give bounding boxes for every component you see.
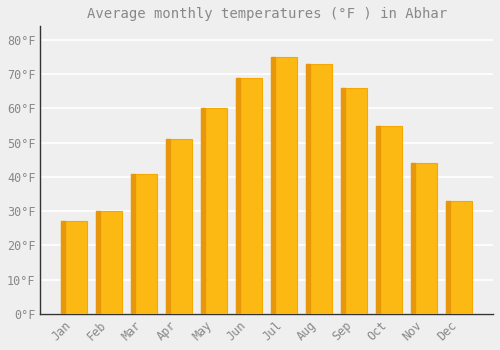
Bar [306,64,332,314]
Bar [446,201,472,314]
Bar [201,108,228,314]
Bar [306,64,310,314]
Bar [411,163,438,314]
Bar [411,163,415,314]
Title: Average monthly temperatures (°F ) in Abhar: Average monthly temperatures (°F ) in Ab… [86,7,446,21]
Bar [201,108,205,314]
Bar [236,78,240,314]
Bar [61,222,65,314]
Bar [96,211,122,314]
Bar [341,88,367,314]
Bar [96,211,100,314]
Bar [341,88,345,314]
Bar [166,139,192,314]
Bar [376,126,380,314]
Bar [166,139,170,314]
Bar [446,201,450,314]
Bar [236,78,262,314]
Bar [271,57,275,314]
Bar [131,174,157,314]
Bar [376,126,402,314]
Bar [271,57,297,314]
Bar [61,222,87,314]
Bar [131,174,135,314]
